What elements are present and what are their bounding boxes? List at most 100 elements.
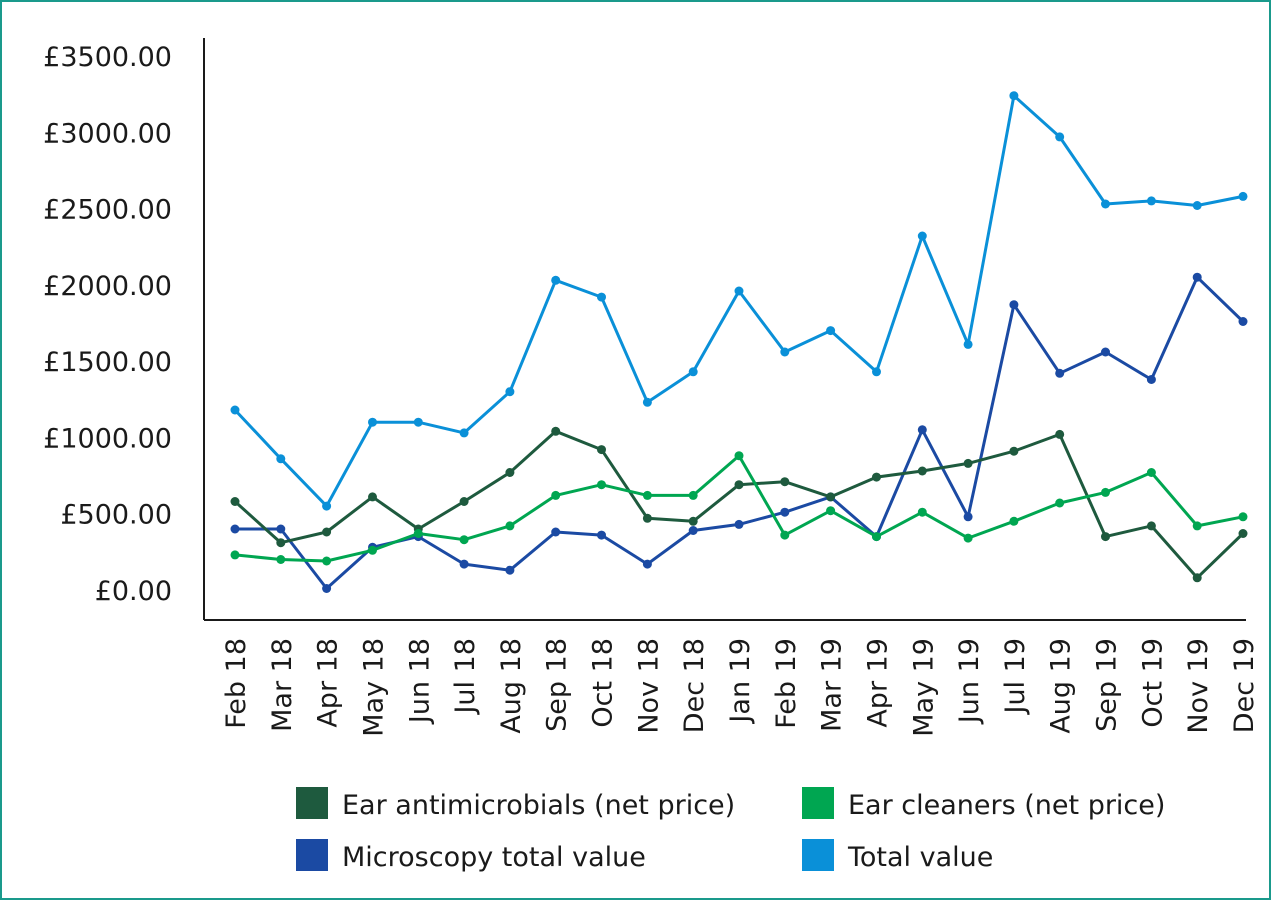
series-line [235, 275, 1245, 590]
x-tick-label: Jan 19 [725, 638, 756, 725]
y-tick-label: £1000.00 [43, 423, 172, 454]
data-point [734, 480, 744, 490]
data-point [230, 497, 240, 506]
data-point [1055, 429, 1065, 439]
legend-label: Microscopy total value [342, 842, 646, 873]
data-point [780, 530, 790, 540]
data-point [688, 526, 698, 535]
x-tick-label: Mar 18 [267, 638, 298, 732]
data-point [826, 506, 836, 516]
data-point [505, 565, 515, 575]
data-point [1101, 532, 1110, 542]
data-point [1146, 521, 1156, 531]
x-tick-label: Dec 19 [1229, 638, 1260, 733]
data-point [642, 513, 652, 523]
legend: Ear antimicrobials (net price) Ear cleane… [296, 787, 1165, 873]
data-point [1146, 468, 1156, 477]
data-point [597, 480, 606, 490]
x-tick-label: Aug 19 [1046, 638, 1077, 734]
data-point [597, 530, 606, 540]
data-point [642, 559, 652, 569]
legend-item: Ear antimicrobials (net price) [296, 787, 735, 821]
data-point [459, 428, 469, 438]
x-tick-label: Aug 18 [496, 638, 527, 734]
y-axis-ticks: £0.00 £500.00 £1000.00 £1500.00 £2000.00 £250… [43, 42, 172, 607]
data-point [872, 472, 881, 482]
legend-label: Total value [847, 842, 993, 873]
data-point [230, 405, 240, 415]
data-point [368, 417, 377, 427]
x-tick-label: Jun 19 [954, 638, 985, 725]
series-layer [230, 91, 1248, 593]
series-ear-cleaners-net-price [230, 451, 1248, 566]
x-tick-label: Jul 18 [450, 638, 481, 716]
x-tick-label: Feb 18 [221, 638, 252, 729]
data-point [597, 445, 606, 455]
x-tick-label: Nov 19 [1183, 638, 1214, 734]
x-tick-label: Sep 18 [542, 638, 573, 732]
y-tick-label: £2000.00 [43, 271, 172, 302]
data-point [917, 466, 927, 476]
data-point [551, 275, 561, 285]
y-tick-label: £2500.00 [43, 195, 172, 226]
series-line [233, 94, 1244, 508]
data-point [1009, 91, 1019, 101]
data-point [276, 538, 286, 548]
legend-item: Total value [802, 839, 993, 873]
x-tick-label: Dec 18 [679, 638, 710, 733]
data-point [368, 545, 377, 555]
y-tick-label: £1500.00 [43, 347, 172, 378]
data-point [1192, 521, 1202, 531]
data-point [505, 387, 515, 397]
axes [203, 38, 1246, 621]
data-point [551, 426, 561, 436]
x-tick-label: Sep 19 [1092, 638, 1123, 732]
data-point [1146, 196, 1156, 206]
x-tick-label: May 18 [358, 638, 389, 737]
data-point [1009, 300, 1019, 310]
data-point [368, 492, 377, 502]
data-point [734, 519, 744, 529]
data-point [963, 533, 973, 543]
data-point [780, 477, 790, 487]
data-point [459, 497, 469, 506]
data-point [597, 292, 606, 302]
data-point [1192, 272, 1202, 282]
data-point [1055, 132, 1065, 142]
x-tick-label: Apr 19 [862, 638, 893, 728]
x-tick-label: Jun 18 [404, 638, 435, 725]
data-point [963, 512, 973, 522]
data-point [413, 529, 423, 538]
data-point [322, 556, 332, 566]
data-point [459, 559, 469, 569]
y-tick-label: £3000.00 [43, 118, 172, 149]
data-point [459, 535, 469, 545]
data-point [780, 347, 790, 357]
data-point [872, 532, 881, 542]
data-point [1055, 498, 1065, 508]
y-tick-label: £500.00 [60, 500, 172, 531]
data-point [505, 468, 515, 477]
legend-swatch [802, 787, 834, 819]
x-tick-label: Oct 19 [1137, 638, 1168, 728]
x-tick-label: Nov 18 [633, 638, 664, 734]
data-point [1238, 317, 1248, 326]
x-tick-label: Mar 19 [817, 638, 848, 732]
data-point [276, 555, 286, 564]
data-point [1009, 446, 1019, 456]
data-point [1146, 375, 1156, 384]
data-point [1101, 487, 1110, 497]
data-point [917, 507, 927, 517]
data-point [688, 367, 698, 377]
data-point [917, 425, 927, 435]
data-point [1101, 347, 1110, 357]
data-point [1055, 368, 1065, 378]
y-tick-label: £0.00 [95, 576, 172, 607]
legend-item: Ear cleaners (net price) [802, 787, 1165, 821]
data-point [734, 451, 744, 461]
data-point [505, 521, 515, 531]
data-point [276, 454, 286, 464]
data-point [322, 527, 332, 537]
data-point [688, 516, 698, 526]
